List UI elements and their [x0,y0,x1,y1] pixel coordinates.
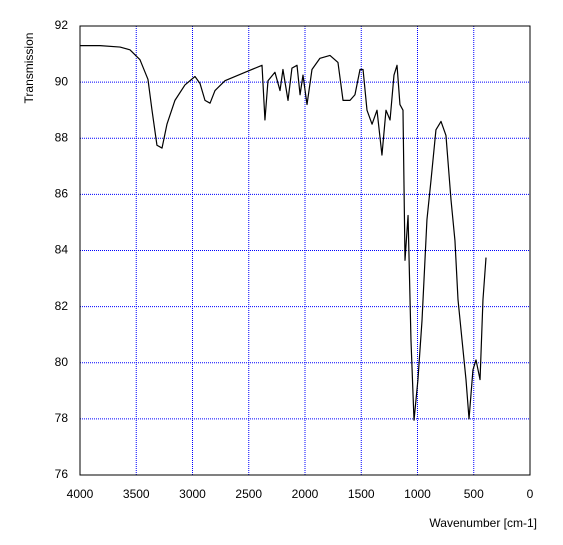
y-tick-label: 82 [55,299,69,313]
x-axis-label: Wavenumber [cm-1] [429,516,537,530]
y-tick-label: 80 [55,355,69,369]
x-tick-label: 4000 [67,487,94,501]
y-axis-label: Transmission [22,33,36,104]
x-tick-label: 2500 [235,487,262,501]
y-tick-label: 88 [55,130,69,144]
y-tick-label: 76 [55,467,69,481]
x-tick-label: 1500 [348,487,375,501]
y-tick-label: 86 [55,187,69,201]
plot-frame [79,25,531,476]
y-tick-label: 84 [55,243,69,257]
x-tick-label: 3500 [123,487,150,501]
x-tick-label: 500 [464,487,484,501]
y-tick-label: 90 [55,74,69,88]
y-tick-label: 92 [55,18,69,32]
y-tick-label: 78 [55,411,69,425]
spectrum-line [80,45,487,421]
x-tick-label: 0 [527,487,534,501]
x-tick-label: 1000 [404,487,431,501]
x-tick-label: 3000 [179,487,206,501]
x-tick-label: 2000 [292,487,319,501]
